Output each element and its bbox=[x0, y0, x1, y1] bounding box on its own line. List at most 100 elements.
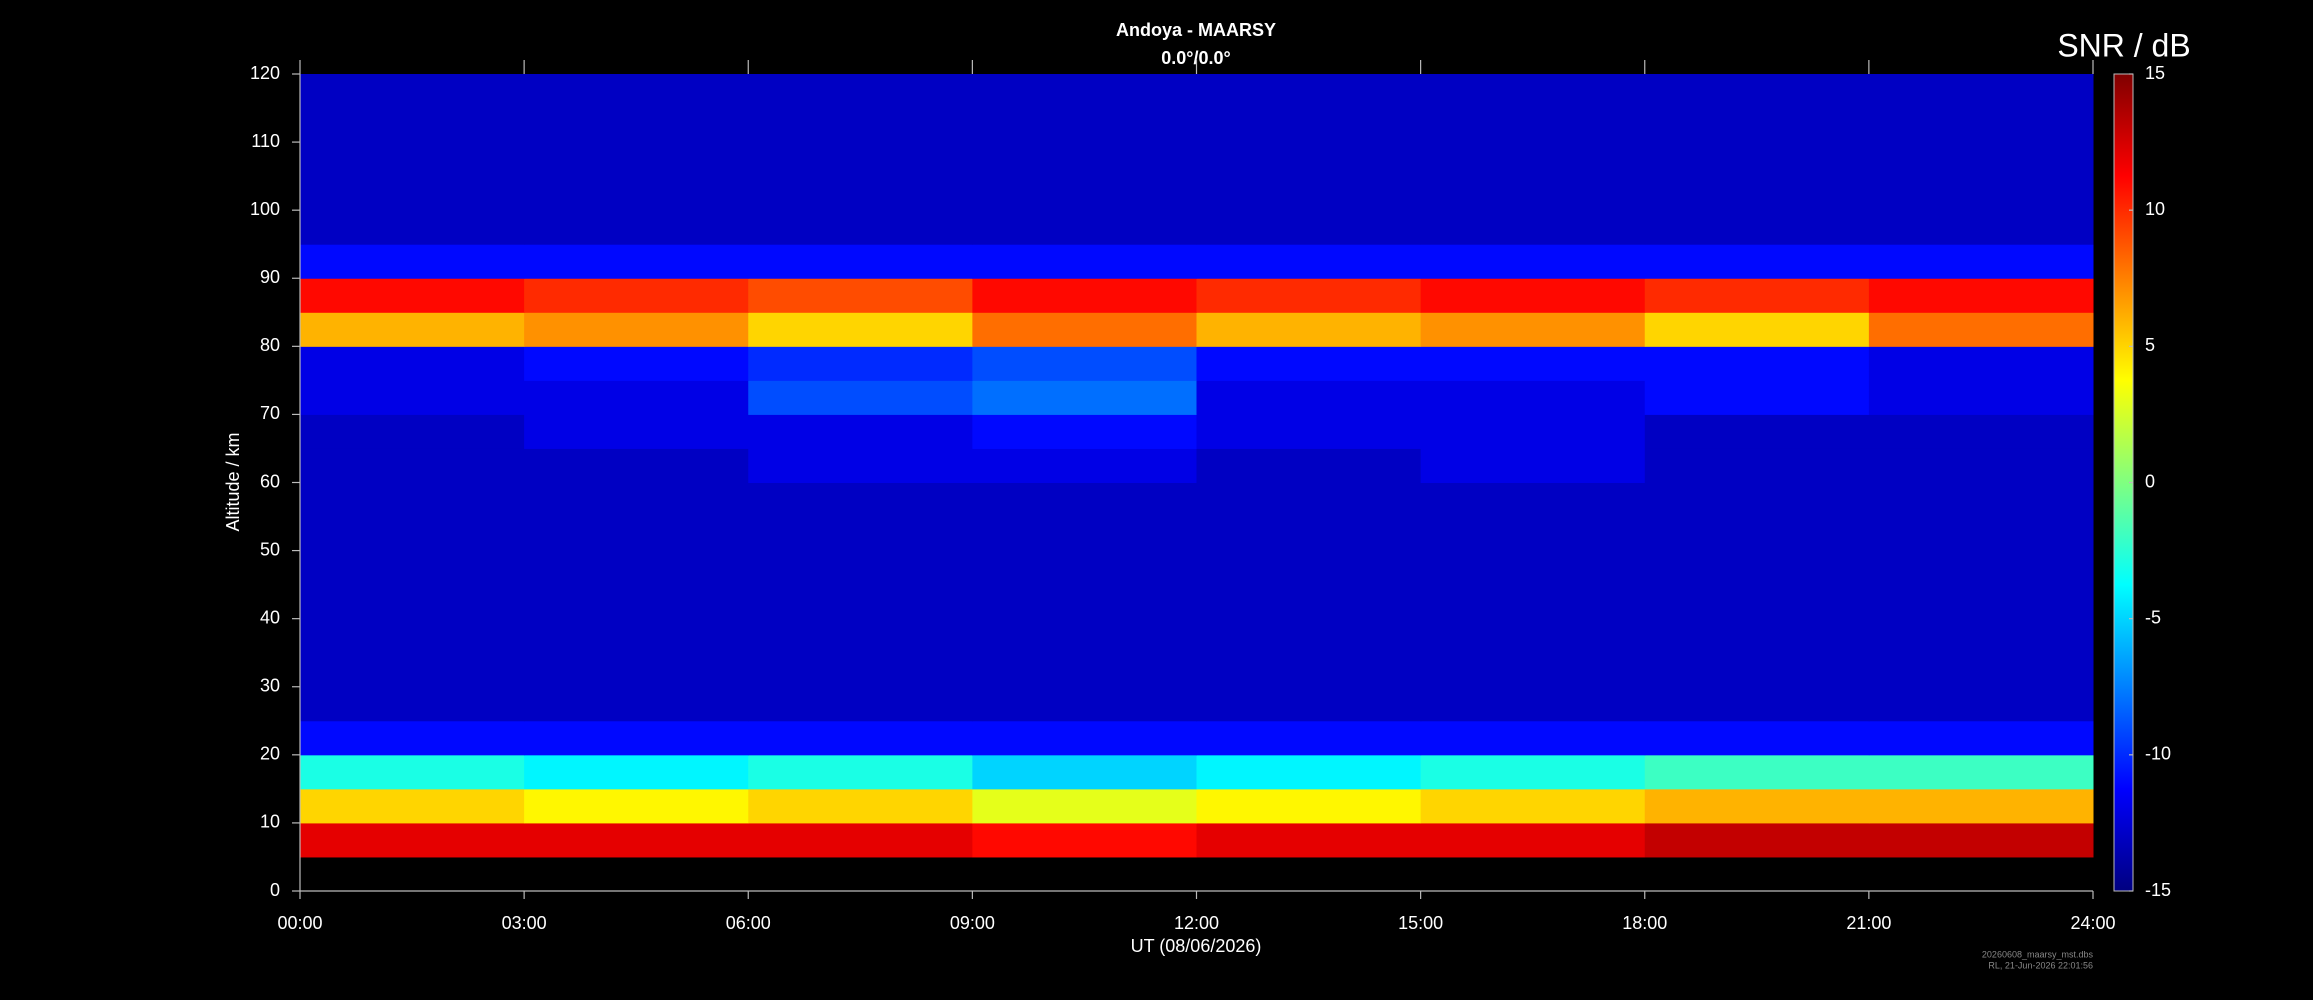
heatmap-cell bbox=[972, 550, 1197, 586]
heatmap-cell bbox=[1196, 652, 1422, 688]
heatmap-cell bbox=[1196, 584, 1422, 620]
heatmap-cell bbox=[1644, 142, 1870, 177]
heatmap-cell bbox=[1868, 652, 2094, 688]
heatmap-cell bbox=[524, 414, 749, 449]
heatmap-cell bbox=[1420, 244, 1646, 279]
heatmap-cell bbox=[524, 516, 749, 552]
chart-subtitle: 0.0°/0.0° bbox=[1161, 48, 1230, 68]
heatmap-cell bbox=[1196, 74, 1422, 109]
heatmap-cell bbox=[748, 550, 973, 586]
heatmap-cell bbox=[1644, 312, 1870, 347]
y-tick-label: 70 bbox=[260, 403, 280, 423]
heatmap-cell bbox=[1868, 754, 2094, 790]
x-tick-label: 00:00 bbox=[277, 913, 322, 933]
heatmap-cell bbox=[1196, 482, 1422, 518]
heatmap-cell bbox=[748, 584, 973, 620]
heatmap-cell bbox=[748, 822, 973, 858]
y-tick-label: 50 bbox=[260, 539, 280, 559]
heatmap-cell bbox=[1196, 448, 1422, 483]
heatmap-cell bbox=[524, 448, 749, 483]
heatmap-cell bbox=[300, 584, 525, 620]
heatmap-cell bbox=[524, 686, 749, 722]
heatmap-cell bbox=[524, 584, 749, 620]
heatmap-cell bbox=[1644, 652, 1870, 688]
heatmap-cell bbox=[748, 176, 973, 211]
heatmap-cell bbox=[1644, 210, 1870, 245]
heatmap-cell bbox=[1420, 108, 1646, 143]
heatmap-cell bbox=[972, 652, 1197, 688]
colorbar-label: SNR / dB bbox=[2057, 27, 2190, 63]
heatmap-cell bbox=[1196, 278, 1422, 313]
heatmap-cell bbox=[524, 176, 749, 211]
heatmap-cell bbox=[1196, 720, 1422, 756]
heatmap-cell bbox=[1420, 516, 1646, 552]
y-tick-label: 10 bbox=[260, 812, 280, 832]
heatmap-cell bbox=[1644, 448, 1870, 483]
colorbar-tick-label: -10 bbox=[2145, 744, 2171, 764]
heatmap-cell bbox=[972, 414, 1197, 449]
heatmap-cell bbox=[972, 108, 1197, 143]
heatmap-cell bbox=[1420, 720, 1646, 756]
x-tick-label: 06:00 bbox=[726, 913, 771, 933]
heatmap-cell bbox=[1868, 142, 2094, 177]
y-tick-label: 120 bbox=[250, 63, 280, 83]
heatmap-cell bbox=[972, 142, 1197, 177]
heatmap-cell bbox=[524, 74, 749, 109]
colorbar-tick-label: 15 bbox=[2145, 63, 2165, 83]
colorbar-tick-label: 0 bbox=[2145, 471, 2155, 491]
heatmap-cell bbox=[300, 652, 525, 688]
heatmap-cell bbox=[748, 652, 973, 688]
heatmap-cell bbox=[748, 210, 973, 245]
colorbar-tick-label: -5 bbox=[2145, 607, 2161, 627]
heatmap-cell bbox=[1196, 618, 1422, 654]
colorbar-tick-label: -15 bbox=[2145, 880, 2171, 900]
x-tick-label: 03:00 bbox=[502, 913, 547, 933]
heatmap-cell bbox=[748, 244, 973, 279]
heatmap-cell bbox=[1868, 686, 2094, 722]
heatmap-cell bbox=[972, 210, 1197, 245]
heatmap-cell bbox=[972, 720, 1197, 756]
heatmap-cell bbox=[1420, 754, 1646, 790]
heatmap-cell bbox=[524, 312, 749, 347]
heatmap-cell bbox=[1420, 176, 1646, 211]
heatmap-cell bbox=[972, 346, 1197, 381]
heatmap-cell bbox=[1868, 822, 2094, 858]
heatmap-cell bbox=[1644, 244, 1870, 279]
x-tick-label: 24:00 bbox=[2070, 913, 2115, 933]
heatmap-cell bbox=[300, 176, 525, 211]
heatmap-cell bbox=[972, 176, 1197, 211]
heatmap-cell bbox=[1420, 822, 1646, 858]
heatmap-cell bbox=[524, 652, 749, 688]
heatmap-cell bbox=[1868, 176, 2094, 211]
heatmap-cell bbox=[1868, 210, 2094, 245]
heatmap-cell bbox=[1420, 550, 1646, 586]
heatmap-cell bbox=[524, 142, 749, 177]
heatmap-cell bbox=[524, 108, 749, 143]
heatmap-cell bbox=[1196, 822, 1422, 858]
heatmap-cell bbox=[1868, 788, 2094, 824]
heatmap-cell bbox=[1868, 448, 2094, 483]
y-tick-label: 110 bbox=[251, 131, 280, 151]
heatmap-cell bbox=[1644, 686, 1870, 722]
heatmap-cell bbox=[1868, 278, 2094, 313]
heatmap-cell bbox=[1420, 448, 1646, 483]
heatmap-cell bbox=[1868, 312, 2094, 347]
heatmap-cell bbox=[524, 720, 749, 756]
heatmap-cell bbox=[524, 346, 749, 381]
heatmap-cell bbox=[1868, 380, 2094, 415]
heatmap-cell bbox=[1196, 754, 1422, 790]
heatmap-cell bbox=[748, 278, 973, 313]
heatmap-cell bbox=[1868, 550, 2094, 586]
heatmap-cell bbox=[972, 74, 1197, 109]
heatmap-cell bbox=[748, 142, 973, 177]
y-tick-label: 100 bbox=[250, 199, 280, 219]
heatmap-cell bbox=[524, 210, 749, 245]
heatmap-cell bbox=[748, 618, 973, 654]
heatmap-cell bbox=[1868, 74, 2094, 109]
heatmap-cell bbox=[1868, 346, 2094, 381]
heatmap-cell bbox=[1420, 414, 1646, 449]
colorbar-tick-label: 10 bbox=[2145, 199, 2165, 219]
heatmap-cell bbox=[300, 278, 525, 313]
